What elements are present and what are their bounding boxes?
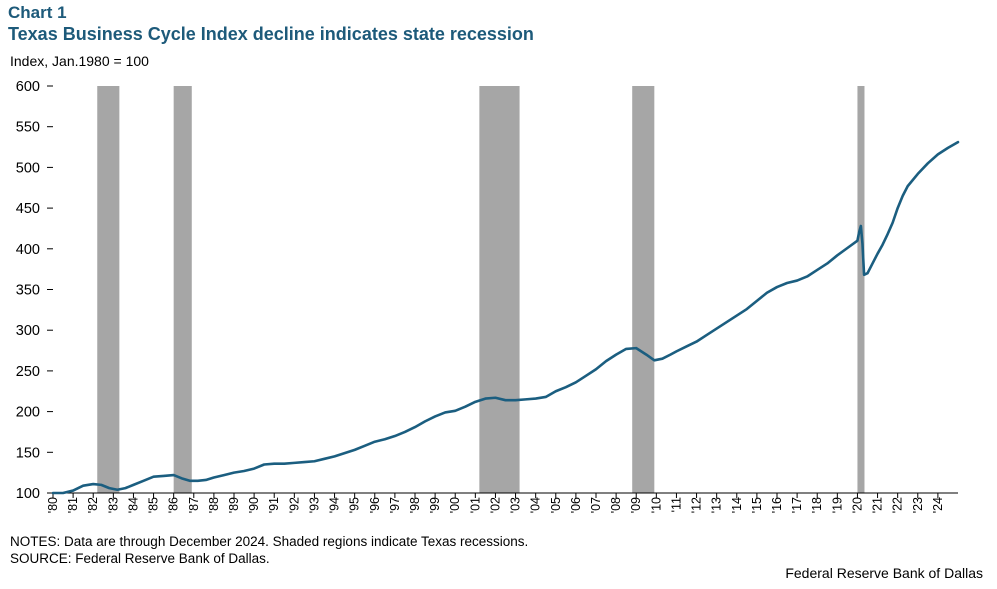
y-tick-label: 600 <box>16 79 40 95</box>
x-tick-label: '19 <box>830 497 844 513</box>
x-tick-label: '91 <box>267 497 281 513</box>
x-tick-label: '20 <box>850 497 864 513</box>
chart-plot: 100 150 200 250 300 350 400 450 500 550 600 '80 '81… <box>16 79 960 513</box>
x-axis-ticks: '80 '81 '82 '83 '84 '85 '86 '87 '88 '89 '90 '91 '92 '… <box>46 493 945 513</box>
x-tick-label: '21 <box>871 497 885 513</box>
y-tick-label: 500 <box>16 160 40 176</box>
x-tick-label: '06 <box>569 497 583 513</box>
x-tick-label: '00 <box>448 497 462 513</box>
x-tick-label: '13 <box>710 497 724 513</box>
y-tick-label: 200 <box>16 405 40 421</box>
y-tick-label: 100 <box>16 486 40 502</box>
x-tick-label: '96 <box>368 497 382 513</box>
y-axis-ticks: 100 150 200 250 300 350 400 450 500 550 600 <box>16 79 53 502</box>
chart-label: Chart 1 <box>8 3 67 22</box>
x-tick-label: '93 <box>307 497 321 513</box>
x-tick-label: '23 <box>911 497 925 513</box>
x-tick-label: '07 <box>589 497 603 513</box>
recession-band-4 <box>632 86 655 493</box>
x-tick-label: '88 <box>207 497 221 513</box>
x-tick-label: '03 <box>509 497 523 513</box>
x-tick-label: '89 <box>227 497 241 513</box>
x-tick-label: '12 <box>690 497 704 513</box>
x-tick-label: '82 <box>86 497 100 513</box>
y-tick-label: 400 <box>16 242 40 258</box>
x-tick-label: '15 <box>750 497 764 513</box>
x-tick-label: '84 <box>126 497 140 513</box>
y-tick-label: 550 <box>16 120 40 136</box>
recession-bands <box>97 86 865 493</box>
x-tick-label: '95 <box>348 497 362 513</box>
x-tick-label: '83 <box>106 497 120 513</box>
chart-notes: NOTES: Data are through December 2024. S… <box>10 533 528 567</box>
x-tick-label: '98 <box>408 497 422 513</box>
x-tick-label: '87 <box>187 497 201 513</box>
y-tick-label: 300 <box>16 323 40 339</box>
credit-text: Federal Reserve Bank of Dallas <box>785 565 983 581</box>
x-tick-label: '11 <box>669 497 683 512</box>
x-tick-label: '01 <box>468 497 482 513</box>
y-axis-unit-label: Index, Jan.1980 = 100 <box>10 53 149 69</box>
source-text: SOURCE: Federal Reserve Bank of Dallas. <box>10 551 270 566</box>
series-line-tbci <box>51 140 960 495</box>
y-tick-label: 450 <box>16 201 40 217</box>
x-tick-label: '85 <box>147 497 161 513</box>
y-tick-label: 150 <box>16 445 40 461</box>
x-tick-label: '04 <box>529 497 543 513</box>
recession-band-5 <box>857 86 865 493</box>
x-tick-label: '97 <box>388 497 402 513</box>
recession-band-2 <box>173 86 192 493</box>
recession-band-3 <box>479 86 520 493</box>
y-tick-label: 350 <box>16 283 40 299</box>
x-tick-label: '08 <box>609 497 623 513</box>
x-tick-label: '92 <box>287 497 301 513</box>
x-tick-label: '02 <box>488 497 502 513</box>
recession-band-1 <box>97 86 120 493</box>
x-tick-label: '09 <box>629 497 643 513</box>
x-tick-label: '16 <box>770 497 784 513</box>
x-tick-label: '22 <box>891 497 905 513</box>
x-tick-label: '24 <box>931 497 945 513</box>
x-tick-label: '81 <box>66 497 80 513</box>
x-tick-label: '90 <box>247 497 261 513</box>
x-tick-label: '86 <box>167 497 181 513</box>
x-tick-label: '05 <box>549 497 563 513</box>
x-tick-label: '99 <box>428 497 442 513</box>
y-tick-label: 250 <box>16 364 40 380</box>
x-tick-label: '18 <box>810 497 824 513</box>
x-tick-label: '10 <box>649 497 663 513</box>
notes-text: NOTES: Data are through December 2024. S… <box>10 534 529 549</box>
chart-title: Texas Business Cycle Index decline indic… <box>8 24 534 44</box>
x-tick-label: '14 <box>730 497 744 513</box>
x-tick-label: '94 <box>328 497 342 513</box>
x-tick-label: '80 <box>46 497 60 513</box>
x-tick-label: '17 <box>790 497 804 513</box>
